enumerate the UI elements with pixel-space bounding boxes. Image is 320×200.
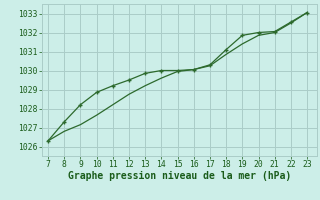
X-axis label: Graphe pression niveau de la mer (hPa): Graphe pression niveau de la mer (hPa)	[68, 171, 291, 181]
